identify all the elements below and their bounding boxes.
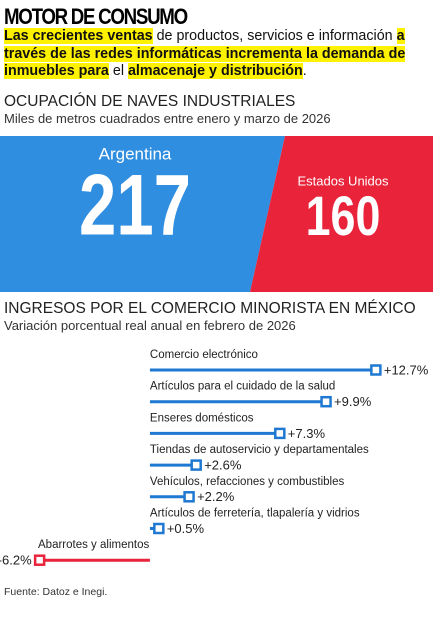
panel-label: Argentina (99, 144, 172, 163)
value-label: +2.6% (204, 458, 242, 473)
value-label: +12.7% (384, 362, 429, 377)
intro: Las crecientes ventas de productos, serv… (4, 28, 429, 81)
category-label: Abarrotes y alimentos (38, 539, 149, 551)
bar-end (33, 554, 46, 566)
intro-segment: el (108, 63, 128, 79)
bar-end (190, 459, 202, 471)
value-label: +0.5% (167, 521, 205, 536)
section-subtitle: Miles de metros cuadrados entre enero y … (4, 111, 331, 126)
section-title: OCUPACIÓN DE NAVES INDUSTRIALES (4, 93, 296, 110)
bar-end (320, 395, 332, 408)
value-label: -6.2% (0, 553, 32, 568)
value-label: +7.3% (288, 426, 326, 441)
bar-end (274, 427, 286, 440)
chart-subtitle: Variación porcentual real anual en febre… (4, 318, 296, 333)
source: Fuente: Datoz e Inegi. (4, 586, 108, 598)
chart-title: INGRESOS POR EL COMERCIO MINORISTA EN MÉ… (4, 300, 416, 317)
category-label: Vehículos, refacciones y combustibles (150, 476, 345, 488)
panel-value: 217 (79, 158, 191, 254)
intro-segment: . (302, 63, 307, 79)
panel-label: Estados Unidos (297, 173, 389, 188)
value-label: +9.9% (334, 394, 372, 409)
category-label: Enseres domésticos (150, 412, 254, 424)
bar-end (370, 364, 382, 376)
category-label: Artículos para el cuidado de la salud (150, 381, 335, 393)
category-label: Tiendas de autoservicio y departamentale… (150, 444, 369, 456)
panel-left (0, 136, 285, 292)
panel-value: 160 (306, 184, 381, 247)
panel-right (250, 136, 433, 292)
intro-segment: Las crecientes ventas (4, 28, 153, 44)
title: MOTOR DE CONSUMO (4, 4, 188, 29)
intro-segment: almacenaje y distribución (127, 63, 303, 79)
bar-end (153, 522, 165, 535)
category-label: Artículos de ferretería, tlapalería y vi… (150, 508, 360, 520)
bar-end (183, 491, 195, 503)
intro-segment: de productos, servicios e información (152, 28, 397, 44)
value-label: +2.2% (197, 489, 235, 504)
category-label: Comercio electrónico (150, 349, 258, 361)
